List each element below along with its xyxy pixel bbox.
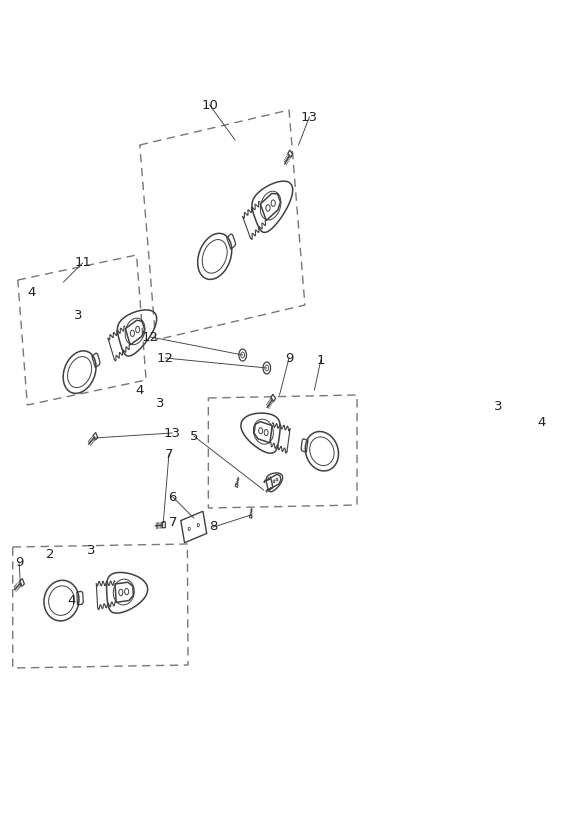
- Text: 3: 3: [74, 308, 82, 321]
- Text: 4: 4: [135, 383, 143, 396]
- Text: 3: 3: [494, 400, 503, 413]
- Text: 12: 12: [157, 352, 174, 364]
- Text: 9: 9: [285, 352, 293, 364]
- Text: 4: 4: [27, 287, 36, 299]
- Text: 7: 7: [169, 516, 178, 528]
- Text: 7: 7: [165, 447, 173, 461]
- Text: 6: 6: [168, 490, 177, 503]
- Text: 13: 13: [164, 427, 181, 439]
- Text: 10: 10: [201, 99, 218, 111]
- Text: 4: 4: [68, 593, 76, 606]
- Text: 8: 8: [209, 521, 217, 533]
- Text: 2: 2: [46, 547, 54, 560]
- Text: 1: 1: [317, 353, 325, 367]
- Text: 12: 12: [142, 330, 159, 344]
- Text: 13: 13: [301, 110, 318, 124]
- Text: 3: 3: [156, 396, 165, 410]
- Text: 4: 4: [537, 415, 546, 428]
- Text: 11: 11: [74, 256, 91, 269]
- Text: 9: 9: [15, 555, 23, 569]
- Text: 3: 3: [87, 545, 95, 558]
- Text: 5: 5: [189, 429, 198, 442]
